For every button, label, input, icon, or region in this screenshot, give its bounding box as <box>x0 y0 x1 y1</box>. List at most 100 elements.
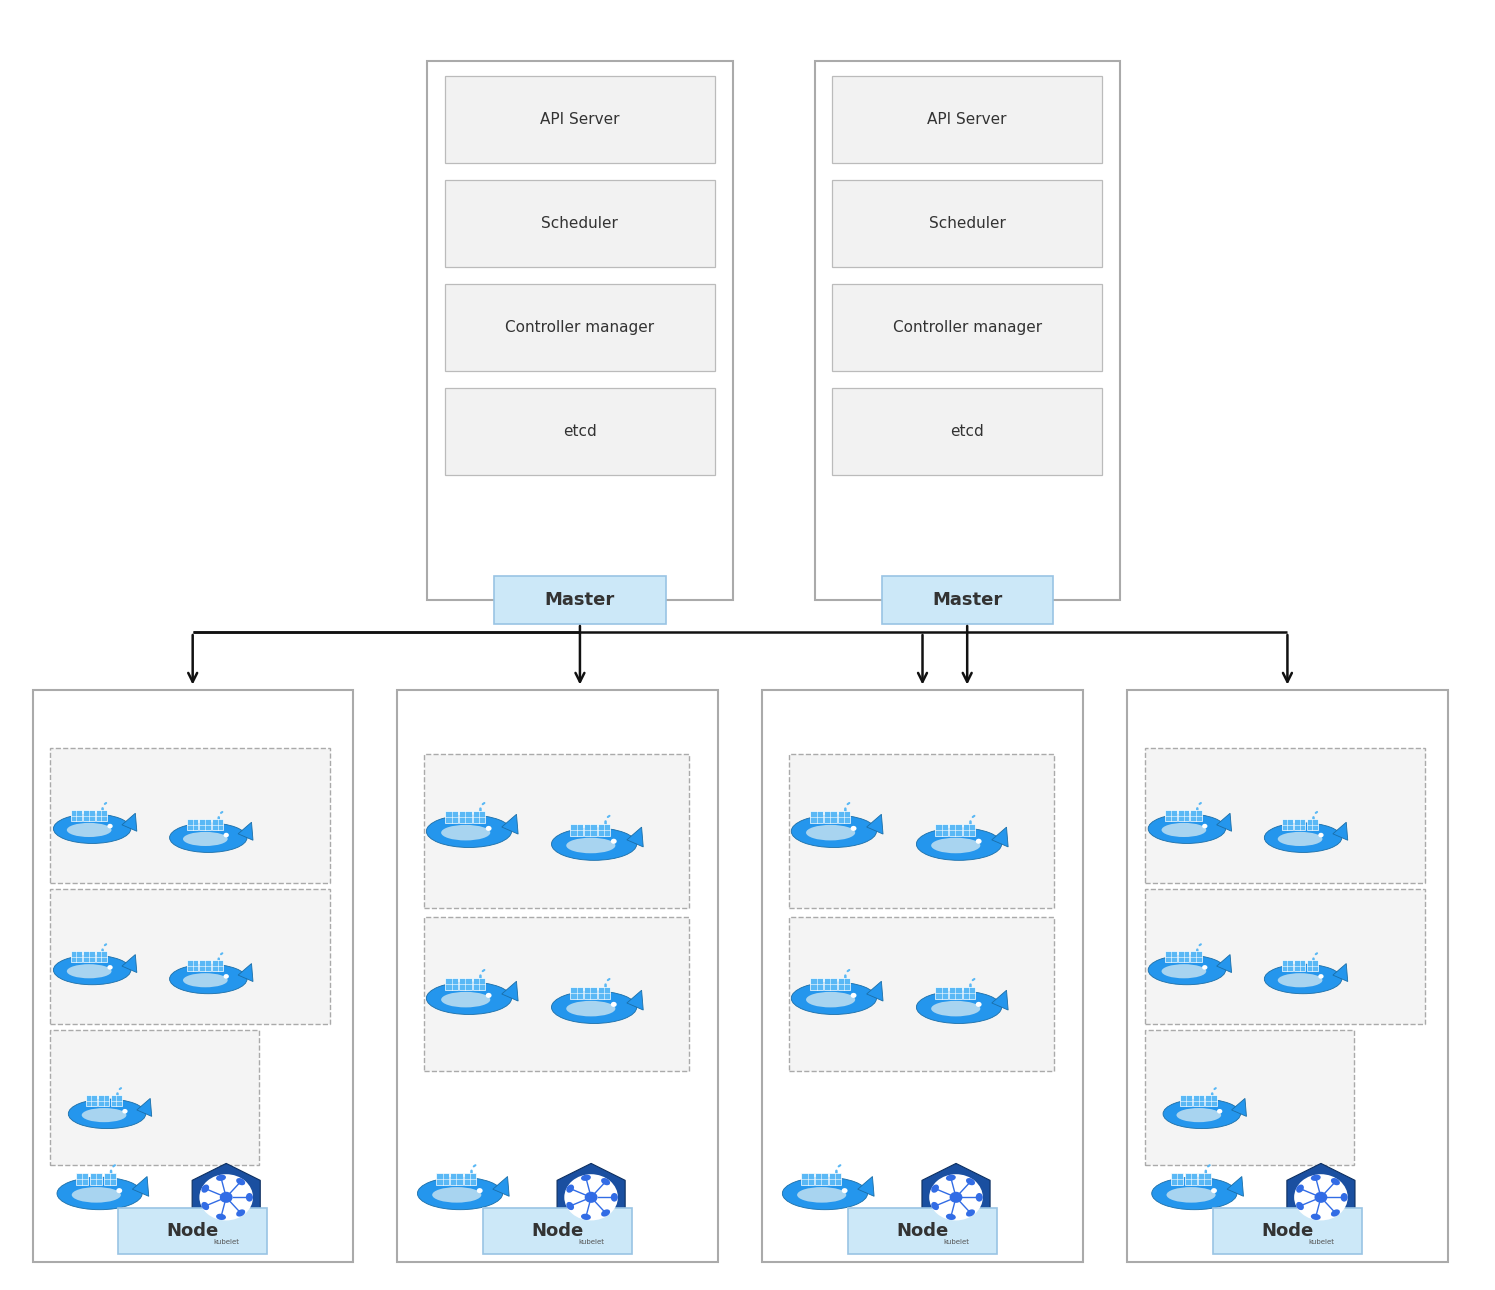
Ellipse shape <box>601 1209 610 1216</box>
Bar <box>446 284 715 372</box>
Bar <box>187 819 199 829</box>
Bar <box>1178 810 1189 820</box>
Ellipse shape <box>916 991 1002 1023</box>
Ellipse shape <box>169 823 247 853</box>
Ellipse shape <box>1162 823 1206 837</box>
Bar <box>963 987 975 998</box>
Circle shape <box>1319 833 1323 837</box>
Ellipse shape <box>217 1214 226 1220</box>
Bar <box>1145 1031 1353 1165</box>
Ellipse shape <box>567 1184 574 1193</box>
Circle shape <box>220 1192 233 1202</box>
Bar <box>824 811 837 823</box>
Text: Master: Master <box>931 591 1002 609</box>
Bar <box>90 1173 102 1186</box>
Bar <box>1205 1095 1217 1106</box>
Circle shape <box>224 833 229 837</box>
Polygon shape <box>1287 1164 1354 1231</box>
Bar <box>1193 1095 1203 1106</box>
Polygon shape <box>626 827 643 848</box>
Ellipse shape <box>57 1178 142 1210</box>
Ellipse shape <box>552 828 637 860</box>
Bar <box>571 987 583 998</box>
Ellipse shape <box>946 1175 955 1180</box>
Ellipse shape <box>69 1099 147 1129</box>
Ellipse shape <box>976 1193 982 1201</box>
Bar <box>1145 889 1425 1024</box>
Bar <box>187 961 199 971</box>
Bar <box>1127 690 1447 1262</box>
Circle shape <box>108 965 112 970</box>
Ellipse shape <box>791 982 876 1014</box>
Polygon shape <box>123 813 138 831</box>
Bar <box>1199 1173 1211 1186</box>
Bar <box>446 76 715 164</box>
Text: Node: Node <box>166 1222 218 1240</box>
Bar <box>1181 1095 1192 1106</box>
Bar <box>76 1173 88 1186</box>
Polygon shape <box>123 955 138 973</box>
Ellipse shape <box>182 973 227 987</box>
Polygon shape <box>991 991 1008 1010</box>
Bar <box>450 1173 462 1186</box>
Bar <box>96 810 108 820</box>
Circle shape <box>585 1192 598 1202</box>
Text: kubelet: kubelet <box>214 1238 239 1245</box>
Circle shape <box>842 1188 848 1193</box>
Bar <box>1145 748 1425 882</box>
Ellipse shape <box>67 964 112 978</box>
Bar <box>446 978 457 989</box>
Ellipse shape <box>1163 1099 1241 1129</box>
Bar <box>789 917 1054 1072</box>
Bar <box>483 1207 632 1254</box>
Circle shape <box>477 1188 483 1193</box>
Circle shape <box>123 1109 127 1113</box>
Bar <box>425 755 689 908</box>
Bar <box>51 748 330 882</box>
Ellipse shape <box>567 837 616 853</box>
Bar <box>85 1095 97 1106</box>
Polygon shape <box>133 1176 148 1196</box>
Ellipse shape <box>426 815 511 848</box>
Polygon shape <box>867 982 884 1001</box>
Circle shape <box>851 993 857 998</box>
Ellipse shape <box>966 1209 975 1216</box>
Text: kubelet: kubelet <box>943 1238 969 1245</box>
Bar <box>1178 952 1189 962</box>
Bar <box>1190 810 1202 820</box>
Polygon shape <box>238 964 253 982</box>
Text: Node: Node <box>531 1222 583 1240</box>
Circle shape <box>199 1174 253 1220</box>
Bar <box>1166 810 1177 820</box>
Ellipse shape <box>441 824 490 840</box>
Bar <box>1212 1207 1362 1254</box>
Bar <box>212 819 223 829</box>
Bar <box>789 755 1054 908</box>
Polygon shape <box>138 1098 151 1116</box>
Bar <box>1184 1173 1197 1186</box>
Bar <box>963 824 975 836</box>
Bar <box>212 961 223 971</box>
Ellipse shape <box>1162 964 1206 978</box>
Text: kubelet: kubelet <box>1308 1238 1334 1245</box>
Polygon shape <box>1217 955 1232 973</box>
Circle shape <box>976 1002 982 1007</box>
Ellipse shape <box>1151 1178 1236 1210</box>
Bar <box>1171 1173 1183 1186</box>
Circle shape <box>1211 1188 1217 1193</box>
Bar <box>833 284 1102 372</box>
Ellipse shape <box>1265 964 1343 993</box>
Polygon shape <box>1334 964 1348 982</box>
Bar <box>585 987 597 998</box>
Bar <box>1295 961 1305 971</box>
Bar <box>815 61 1120 600</box>
Bar <box>936 824 948 836</box>
Bar <box>459 811 471 823</box>
Polygon shape <box>558 1164 625 1231</box>
Ellipse shape <box>72 1187 121 1202</box>
Ellipse shape <box>582 1175 591 1180</box>
Ellipse shape <box>217 1175 226 1180</box>
Ellipse shape <box>236 1178 245 1186</box>
Ellipse shape <box>567 1001 616 1017</box>
Polygon shape <box>493 1176 510 1196</box>
